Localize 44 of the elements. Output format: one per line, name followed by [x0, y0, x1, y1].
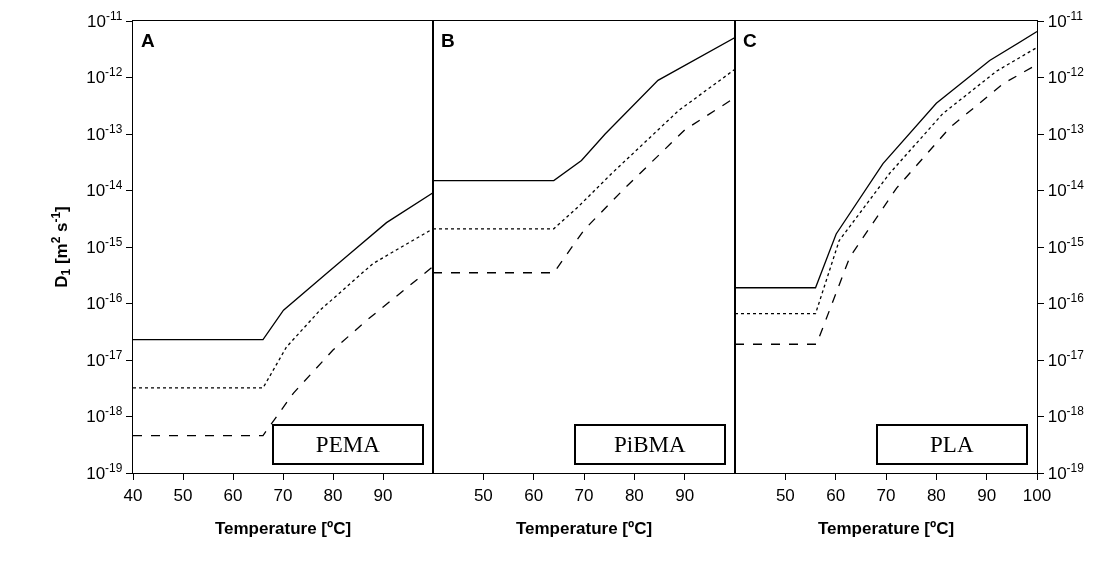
y2-tick-label: 10$^{-18}$: [1047, 404, 1085, 427]
annotation: PEMA: [315, 432, 381, 457]
x-tick-label: 50: [775, 485, 795, 505]
y-tick-label: 10$^{-15}$: [86, 234, 123, 257]
y-tick-label: 10$^{-16}$: [86, 291, 123, 314]
y-tick-label: 10$^{-17}$: [86, 347, 123, 370]
x-tick-label: 100: [1022, 485, 1052, 505]
x-tick-label: 90: [977, 485, 997, 505]
x-tick-label: 50: [173, 485, 193, 505]
x-tick-label: 60: [223, 485, 243, 505]
y2-tick-label: 10$^{-16}$: [1047, 291, 1085, 314]
x-axis-title: Temperature [ºC]: [214, 518, 352, 538]
y2-tick-label: 10$^{-19}$: [1047, 460, 1085, 483]
y2-tick-label: 10$^{-13}$: [1047, 121, 1085, 144]
x-tick-label: 70: [876, 485, 896, 505]
x-axis-title: Temperature [ºC]: [515, 518, 653, 538]
y-tick-label: 10$^{-14}$: [86, 178, 123, 201]
x-tick-label: 90: [373, 485, 393, 505]
y-tick-label: 10$^{-11}$: [87, 8, 123, 31]
y2-tick-label: 10$^{-12}$: [1047, 65, 1085, 88]
y2-tick-label: 10$^{-17}$: [1047, 347, 1085, 370]
x-tick-label: 80: [323, 485, 343, 505]
x-tick-label: 80: [624, 485, 644, 505]
y2-tick-label: 10$^{-11}$: [1047, 8, 1084, 31]
text: B: [441, 30, 455, 51]
text: C: [743, 30, 757, 51]
x-tick-label: 60: [524, 485, 544, 505]
y-tick-label: 10$^{-12}$: [86, 65, 123, 88]
y-tick-label: 10$^{-18}$: [86, 404, 123, 427]
annotation: PLA: [930, 432, 974, 457]
x-tick-label: 80: [926, 485, 946, 505]
x-tick-label: 50: [473, 485, 493, 505]
y-tick-label: 10$^{-13}$: [86, 121, 123, 144]
y-tick-label: 10$^{-19}$: [86, 460, 123, 483]
x-tick-label: 40: [123, 485, 143, 505]
text: A: [141, 30, 155, 51]
x-tick-label: 60: [826, 485, 846, 505]
x-tick-label: 90: [675, 485, 695, 505]
annotation: PiBMA: [614, 432, 686, 457]
x-axis-title: Temperature [ºC]: [817, 518, 955, 538]
y2-tick-label: 10$^{-14}$: [1047, 178, 1085, 201]
y2-tick-label: 10$^{-15}$: [1047, 234, 1085, 257]
x-tick-label: 70: [574, 485, 594, 505]
x-tick-label: 70: [273, 485, 293, 505]
